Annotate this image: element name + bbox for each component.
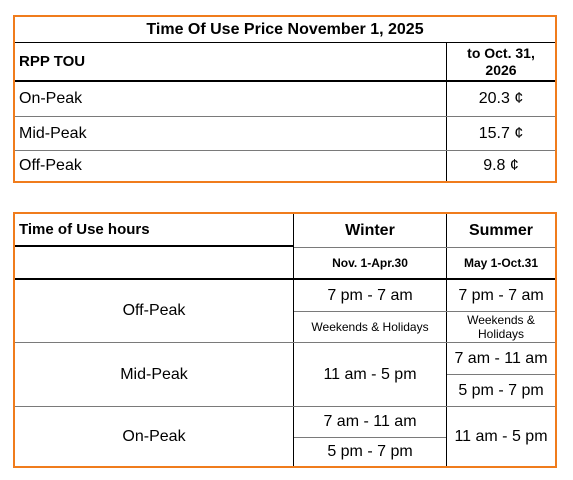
- divider: [293, 214, 294, 466]
- on-peak-winter-evening: 5 pm - 7 pm: [327, 443, 413, 460]
- divider: [15, 245, 293, 247]
- price-table: [13, 15, 557, 183]
- price-row-value-mid-peak: 15.7 ¢: [478, 124, 524, 142]
- price-row-value-off-peak: 9.8 ¢: [483, 157, 519, 174]
- divider: [294, 247, 555, 248]
- off-peak-label: Off-Peak: [122, 302, 186, 319]
- divider: [15, 406, 555, 407]
- price-row-label-on-peak: On-Peak: [19, 90, 83, 107]
- mid-peak-summer-evening: 5 pm - 7 pm: [458, 381, 544, 399]
- divider: [294, 437, 446, 438]
- off-peak-summer-weekends: Weekends & Holidays: [467, 313, 535, 341]
- divider: [15, 342, 555, 343]
- on-peak-label: On-Peak: [122, 427, 186, 445]
- divider: [446, 214, 447, 466]
- divider: [15, 80, 555, 82]
- hours-table: [13, 212, 557, 468]
- divider: [294, 311, 555, 312]
- off-peak-summer-time: 7 pm - 7 am: [458, 286, 544, 304]
- winter-header: Winter: [345, 221, 395, 239]
- mid-peak-summer-morning: 7 am - 11 am: [454, 349, 548, 367]
- price-table-title: Time Of Use Price November 1, 2025: [146, 20, 424, 38]
- divider: [446, 43, 447, 181]
- divider: [15, 150, 555, 151]
- hours-header-label: Time of Use hours: [19, 221, 150, 238]
- on-peak-summer-time: 11 am - 5 pm: [454, 427, 548, 445]
- divider: [15, 278, 555, 280]
- summer-header: Summer: [468, 221, 534, 239]
- divider: [15, 42, 555, 43]
- price-header-period: to Oct. 31, 2026: [467, 44, 535, 78]
- winter-range: Nov. 1-Apr.30: [332, 256, 408, 270]
- divider: [447, 374, 555, 375]
- price-row-label-mid-peak: Mid-Peak: [19, 124, 87, 142]
- mid-peak-label: Mid-Peak: [120, 365, 188, 383]
- divider: [15, 116, 555, 117]
- price-header-label: RPP TOU: [19, 53, 86, 70]
- summer-range: May 1-Oct.31: [463, 256, 539, 270]
- price-row-label-off-peak: Off-Peak: [19, 157, 82, 174]
- off-peak-winter-time: 7 pm - 7 am: [327, 286, 413, 304]
- on-peak-winter-morning: 7 am - 11 am: [323, 413, 417, 430]
- off-peak-winter-weekends: Weekends & Holidays: [311, 320, 429, 334]
- mid-peak-winter-time: 11 am - 5 pm: [323, 365, 417, 383]
- price-row-value-on-peak: 20.3 ¢: [478, 90, 524, 107]
